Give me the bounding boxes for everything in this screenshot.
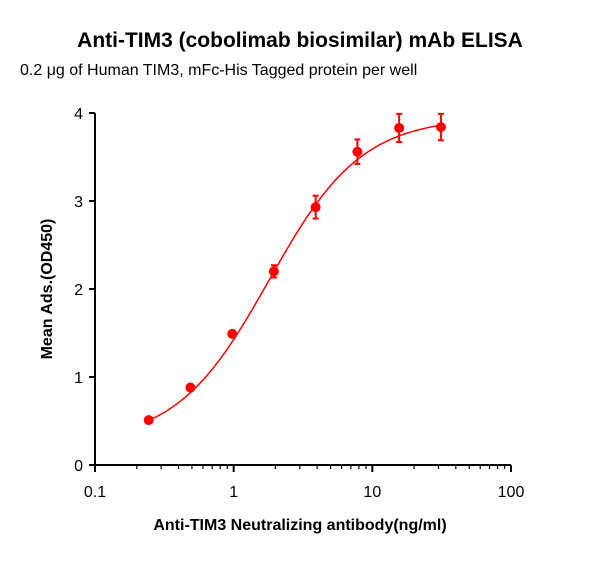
data-point: [227, 328, 238, 339]
chart-subtitle: 0.2 μg of Human TIM3, mFc-His Tagged pro…: [20, 62, 417, 79]
y-tick-label: 3: [74, 194, 83, 211]
chart-title: Anti-TIM3 (cobolimab biosimilar) mAb ELI…: [77, 29, 523, 52]
data-point: [185, 382, 196, 393]
y-tick-label: 0: [74, 458, 83, 475]
data-point: [435, 122, 446, 133]
x-tick-label: 10: [363, 484, 381, 501]
data-point: [143, 415, 154, 426]
data-point: [268, 266, 279, 277]
y-axis-label: Mean Ads.(OD450): [39, 219, 56, 360]
data-point: [394, 122, 405, 133]
y-tick-label: 1: [74, 370, 83, 387]
y-tick-label: 2: [74, 282, 83, 299]
x-tick-label: 0.1: [84, 484, 106, 501]
y-tick-label: 4: [74, 106, 83, 123]
x-tick-label: 1: [229, 484, 238, 501]
data-point: [310, 202, 321, 213]
x-tick-label: 100: [498, 484, 525, 501]
x-axis-label: Anti-TIM3 Neutralizing antibody(ng/ml): [153, 517, 446, 534]
data-point: [352, 146, 363, 157]
fit-curve: [148, 124, 442, 422]
